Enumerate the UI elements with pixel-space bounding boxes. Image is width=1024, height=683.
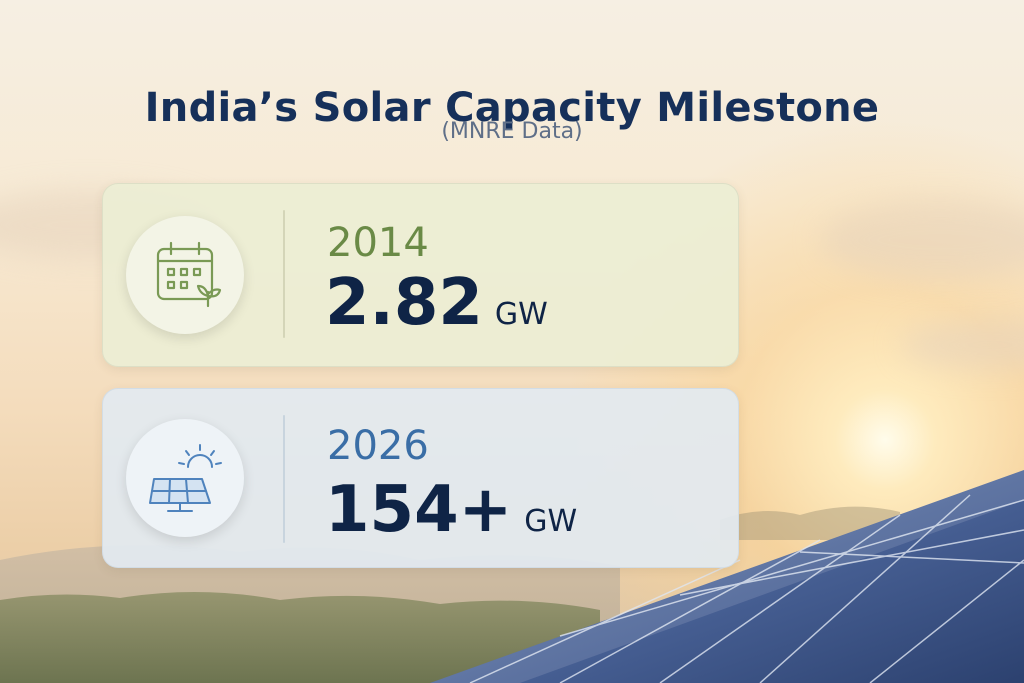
icon-badge <box>126 419 244 537</box>
page-subtitle: (MNRE Data) <box>441 119 583 144</box>
milestone-card-2026: 2026 154+ GW <box>102 388 739 568</box>
milestone-value: 2.82 GW <box>325 266 548 340</box>
icon-badge <box>126 216 244 334</box>
calendar-sprout-icon <box>156 241 222 308</box>
capacity-unit: GW <box>494 297 548 332</box>
capacity-number: 2.82 <box>325 266 483 340</box>
solar-panel-field <box>430 470 1024 683</box>
milestone-value: 154+ GW <box>325 473 577 547</box>
solar-panel-sun-icon <box>149 444 222 512</box>
milestone-year: 2014 <box>327 220 429 266</box>
card-divider <box>283 415 285 543</box>
cloud <box>820 200 1024 280</box>
capacity-number: 154+ <box>325 473 513 547</box>
card-divider <box>283 210 285 338</box>
page-title: India’s Solar Capacity Milestone <box>144 84 880 131</box>
capacity-unit: GW <box>524 504 578 539</box>
milestone-year: 2026 <box>327 423 429 469</box>
milestone-card-2014: 2014 2.82 GW <box>102 183 739 367</box>
